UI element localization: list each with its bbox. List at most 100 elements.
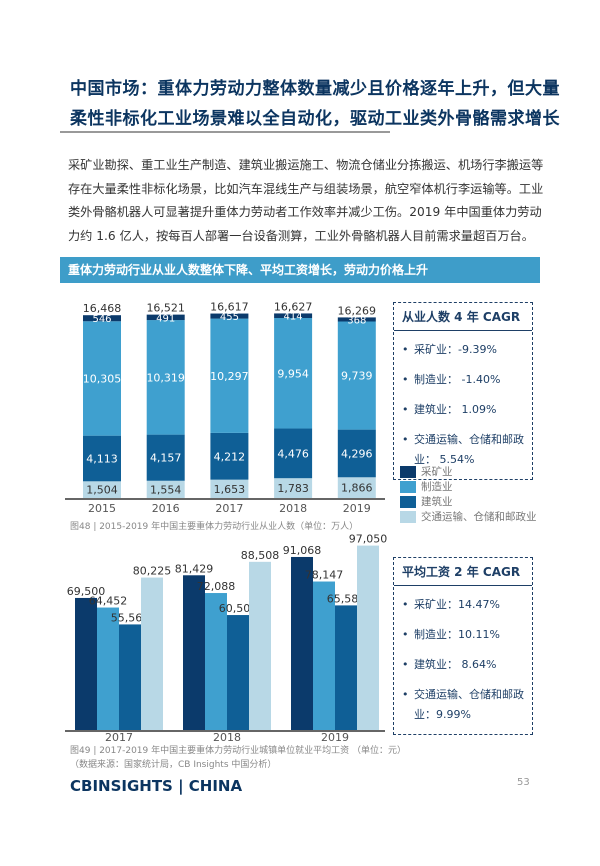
bar <box>75 597 97 730</box>
bar-segment <box>146 320 185 435</box>
data-label: 4,157 <box>150 452 182 465</box>
data-label: 491 <box>156 313 175 324</box>
data-label: 4,212 <box>214 450 246 463</box>
legend-label: 交通运输、仓储和邮政业 <box>421 511 537 523</box>
bar-segment <box>83 321 121 436</box>
body-paragraph: 采矿业勘探、重工业生产制造、建筑业搬运施工、物流仓储业分拣搬运、机场行李搬运等存… <box>68 158 544 244</box>
tick-label: 2018 <box>279 502 307 515</box>
bar-segment <box>146 314 185 321</box>
bar-segment <box>146 434 185 481</box>
legend: 采矿业 制造业 建筑业 交通运输、仓储和邮政业 <box>400 464 537 524</box>
bar-segment <box>146 480 185 498</box>
bar-segment <box>83 435 121 482</box>
total-label: 16,627 <box>274 300 313 313</box>
legend-label: 建筑业 <box>421 496 453 508</box>
bar-segment <box>210 318 249 433</box>
legend-item: 采矿业 <box>400 464 537 479</box>
bar-segment <box>274 318 313 429</box>
bar <box>183 575 205 730</box>
data-label: 60,501 <box>219 602 258 615</box>
tick-label: 2016 <box>152 502 180 515</box>
cbinsights-logo: CBINSIGHTS | CHINA <box>70 777 243 795</box>
bar <box>249 561 271 730</box>
list-item: 建筑业： 8.64% <box>400 650 526 680</box>
data-label: 69,500 <box>67 585 106 598</box>
data-label: 55,568 <box>111 611 150 624</box>
list-item: 交通运输、仓储和邮政业： 5.54% <box>400 425 526 475</box>
tick-label: 2017 <box>215 502 243 515</box>
bar-segment <box>337 317 376 322</box>
bar <box>97 607 119 730</box>
bar <box>335 605 357 730</box>
bar-segment <box>274 478 313 498</box>
chart-banner: 重体力劳动行业从业人数整体下降、平均工资增长，劳动力价格上升 <box>60 257 540 283</box>
list-item: 制造业： -1.40% <box>400 365 526 395</box>
legend-label: 制造业 <box>421 481 453 493</box>
data-label: 78,147 <box>305 569 344 582</box>
bar-segment <box>337 477 376 498</box>
bar <box>205 593 227 730</box>
tick-label: 2017 <box>105 731 133 744</box>
list-item: 采矿业：14.47% <box>400 590 526 620</box>
tick-label: 2019 <box>321 731 349 744</box>
data-label: 10,319 <box>146 371 185 384</box>
data-label: 97,050 <box>349 533 388 546</box>
bar <box>119 624 141 730</box>
tick-label: 2015 <box>88 502 116 515</box>
list-item: 制造业：10.11% <box>400 620 526 650</box>
bar-segment <box>274 428 313 479</box>
data-label: 9,954 <box>277 367 309 380</box>
data-label: 91,068 <box>283 544 322 557</box>
title-divider <box>60 131 390 133</box>
data-label: 10,297 <box>210 370 249 383</box>
cagr-people-title: 从业人数 4 年 CAGR <box>394 303 532 331</box>
legend-item: 制造业 <box>400 479 537 494</box>
data-label: 1,554 <box>150 483 182 496</box>
tick-label: 2018 <box>213 731 241 744</box>
data-label: 72,088 <box>197 580 236 593</box>
cagr-wage-box: 平均工资 2 年 CAGR 采矿业：14.47% 制造业：10.11% 建筑业：… <box>393 557 533 735</box>
cagr-wage-title: 平均工资 2 年 CAGR <box>394 558 532 586</box>
bar-segment <box>274 313 313 319</box>
page-title-line1: 中国市场：重体力劳动力整体数量减少且价格逐年上升，但大量 <box>70 79 560 99</box>
bar-segment <box>337 429 376 478</box>
data-label: 81,429 <box>175 562 214 575</box>
data-label: 64,452 <box>89 595 128 608</box>
data-label: 4,296 <box>341 447 373 460</box>
data-label: 368 <box>347 315 366 326</box>
bar <box>141 577 163 730</box>
total-label: 16,269 <box>338 304 377 317</box>
data-label: 4,476 <box>277 447 309 460</box>
data-label: 88,508 <box>241 549 280 562</box>
cagr-people-box: 从业人数 4 年 CAGR 采矿业：-9.39% 制造业： -1.40% 建筑业… <box>393 302 533 480</box>
data-label: 1,653 <box>214 483 246 496</box>
bar-segment <box>210 313 249 319</box>
data-label: 9,739 <box>341 370 373 383</box>
data-label: 1,504 <box>86 484 118 497</box>
legend-item: 建筑业 <box>400 494 537 509</box>
total-label: 16,617 <box>210 301 249 314</box>
data-label: 1,866 <box>341 482 373 495</box>
page-number: 53 <box>517 777 530 788</box>
bar <box>227 615 249 730</box>
data-label: 4,113 <box>86 452 118 465</box>
data-label: 414 <box>284 312 303 323</box>
data-label: 1,783 <box>277 482 309 495</box>
total-label: 16,468 <box>83 302 122 315</box>
data-label: 455 <box>220 312 239 323</box>
bar-segment <box>210 479 249 498</box>
list-item: 建筑业： 1.09% <box>400 395 526 425</box>
page-title-line2: 柔性非标化工业场景难以全自动化，驱动工业类外骨骼需求增长 <box>70 109 560 129</box>
data-label: 65,580 <box>327 592 366 605</box>
bar <box>291 556 313 730</box>
chart2-source: （数据来源：国家统计局，CB Insights 中国分析） <box>70 760 277 770</box>
total-label: 16,521 <box>146 302 185 315</box>
bar-segment <box>210 432 249 480</box>
tick-label: 2019 <box>343 502 371 515</box>
data-label: 80,225 <box>133 565 172 578</box>
bar-segment <box>337 321 376 430</box>
data-label: 546 <box>92 314 111 325</box>
chart1-caption: 图48 | 2015-2019 年中国主要重体力劳动行业从业人数（单位：万人） <box>70 522 359 532</box>
bar <box>357 545 379 730</box>
